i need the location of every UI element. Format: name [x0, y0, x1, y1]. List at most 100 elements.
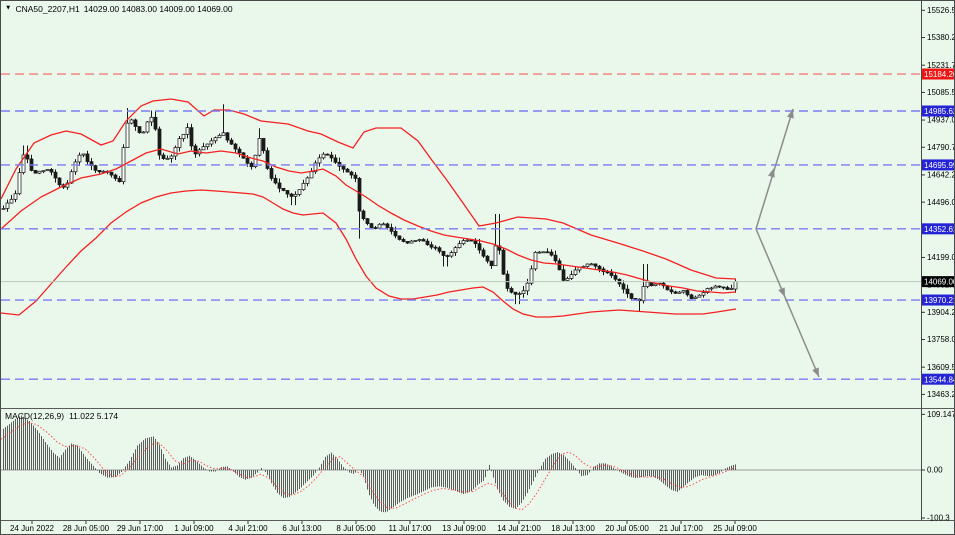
candle: [297, 189, 302, 195]
macd-axis[interactable]: 109.147 0.00 -100.3: [921, 410, 955, 523]
time-tick-label: 13 Jul 09:00: [442, 524, 486, 533]
candle: [701, 292, 706, 296]
price-tick-label: 15085.50: [927, 88, 955, 97]
candle: [673, 291, 678, 294]
current-price-badge-label: 14069.00: [924, 278, 955, 287]
candle: [453, 247, 458, 253]
candle: [265, 150, 270, 169]
macd-scale-label: -100.3: [927, 514, 950, 523]
candle: [289, 193, 294, 197]
candle: [613, 275, 618, 280]
time-axis[interactable]: 24 Jun 2022 28 Jun 05:00 29 Jun 17:00 1 Jul…: [10, 521, 757, 533]
price-tick-label: 13463.25: [927, 390, 955, 399]
candle: [205, 143, 210, 148]
candle: [161, 154, 166, 159]
candle: [429, 244, 434, 248]
candle: [25, 154, 30, 160]
candle: [249, 162, 254, 168]
candle: [717, 285, 722, 288]
time-tick-label: 6 Jul 13:00: [282, 524, 322, 533]
candle: [329, 154, 334, 159]
candle: [269, 168, 274, 179]
candle: [317, 157, 322, 164]
candle: [33, 170, 38, 174]
candle: [181, 133, 186, 140]
price-tick-label: 15380.25: [927, 33, 955, 42]
current-price-badge: [922, 276, 954, 288]
candle: [561, 269, 566, 281]
candle: [57, 177, 62, 186]
candle: [49, 169, 54, 173]
candle: [213, 137, 218, 142]
candle: [481, 249, 486, 257]
candle: [593, 263, 598, 267]
candle: [293, 194, 298, 197]
candle: [233, 143, 238, 150]
candle: [541, 251, 546, 254]
candle: [565, 278, 570, 281]
candle: [705, 288, 710, 293]
time-tick-label: 4 Jul 21:00: [228, 524, 268, 533]
candle: [689, 294, 694, 299]
candle: [485, 255, 490, 262]
candle: [465, 239, 470, 242]
candle: [417, 239, 422, 241]
candle: [309, 171, 314, 179]
candle: [21, 154, 26, 173]
candle: [397, 235, 402, 240]
price-tick-label: 15231.75: [927, 61, 955, 70]
candle: [677, 291, 682, 294]
time-tick-label: 14 Jul 21:00: [497, 524, 541, 533]
candle: [173, 147, 178, 157]
candle: [109, 171, 114, 176]
price-axis[interactable]: 15526.50 15380.25 15231.75 15085.50 14937.00…: [921, 6, 955, 399]
candle: [645, 281, 650, 287]
candle: [165, 158, 170, 160]
candle: [513, 291, 518, 295]
level-price-badge: [922, 223, 954, 235]
macd-histogram: [3, 415, 736, 513]
level-price-badge-label: 13544.84: [924, 375, 955, 384]
bollinger-middle-band: [1, 148, 737, 294]
macd-values-label: 11.022 5.174: [69, 411, 119, 421]
candle: [377, 223, 382, 229]
candle: [521, 290, 526, 294]
candle: [385, 223, 390, 228]
candle: [153, 116, 158, 130]
price-tick-label: 13609.50: [927, 363, 955, 372]
time-tick-label: 28 Jun 05:00: [63, 524, 110, 533]
candle: [433, 246, 438, 249]
candle: [501, 249, 506, 275]
candle: [209, 140, 214, 145]
candle: [313, 162, 318, 173]
candle: [517, 293, 522, 295]
candle: [357, 178, 362, 212]
candle: [149, 116, 154, 123]
candle: [381, 223, 386, 226]
candle: [81, 153, 86, 156]
candle: [413, 240, 418, 242]
candle: [733, 281, 738, 290]
level-price-badge: [922, 159, 954, 171]
time-tick-label: 24 Jun 2022: [10, 524, 55, 533]
candle: [401, 239, 406, 242]
candle: [713, 285, 718, 289]
candle: [97, 170, 102, 173]
candle: [445, 255, 450, 257]
candle: [1, 208, 6, 210]
candle: [277, 182, 282, 189]
trend-projection-arrows[interactable]: [755, 108, 822, 378]
candle: [261, 138, 266, 152]
candle: [129, 119, 134, 124]
candle: [285, 190, 290, 195]
candle: [141, 131, 146, 134]
candle: [201, 146, 206, 151]
candle: [225, 132, 230, 141]
candle: [305, 177, 310, 184]
candle: [245, 157, 250, 164]
candle: [229, 139, 234, 145]
symbol-dropdown-icon[interactable]: ▼: [5, 4, 12, 12]
bollinger-bands: [1, 98, 737, 318]
